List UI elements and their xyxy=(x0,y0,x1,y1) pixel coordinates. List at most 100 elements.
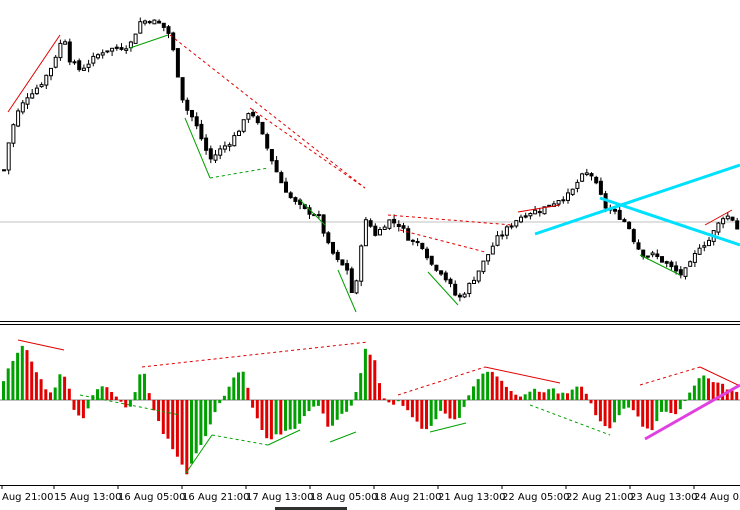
oscillator-bar xyxy=(359,373,363,400)
price-divergence-line[interactable] xyxy=(427,271,459,306)
trendline[interactable] xyxy=(534,163,740,236)
candle xyxy=(392,218,397,224)
oscillator-divergence-line[interactable] xyxy=(529,404,611,436)
oscillator-bar xyxy=(528,391,532,400)
price-divergence-line[interactable] xyxy=(209,167,269,179)
oscillator-divergence-line[interactable] xyxy=(699,366,739,386)
candle xyxy=(44,74,49,86)
price-divergence-line[interactable] xyxy=(387,214,513,226)
oscillator-bar xyxy=(6,368,10,400)
candle xyxy=(561,199,566,202)
price-divergence-line[interactable] xyxy=(399,229,486,253)
price-divergence-line[interactable] xyxy=(299,199,326,226)
oscillator-bar xyxy=(570,389,574,400)
candle xyxy=(669,261,674,268)
horizontal-scrollbar[interactable] xyxy=(275,507,347,510)
time-axis-label: 22 Aug 05:00 xyxy=(502,492,569,503)
price-divergence-line[interactable] xyxy=(517,204,561,213)
oscillator-bar xyxy=(617,400,621,416)
candle xyxy=(72,61,77,64)
candle xyxy=(645,255,650,258)
oscillator-bar xyxy=(434,400,438,420)
candle xyxy=(406,228,411,241)
oscillator-bar xyxy=(86,400,90,409)
oscillator-bar xyxy=(288,400,292,430)
oscillator-divergence-line[interactable] xyxy=(141,341,369,368)
oscillator-divergence-line[interactable] xyxy=(639,366,701,386)
time-axis: Aug 21:00 15 Aug 13:00 16 Aug 05:00 16 Aug … xyxy=(0,485,740,510)
candle xyxy=(218,148,223,156)
oscillator-trendline[interactable] xyxy=(644,383,740,441)
time-axis-label: 18 Aug 21:00 xyxy=(374,492,441,503)
price-divergence-line[interactable] xyxy=(129,34,169,49)
oscillator-bar xyxy=(439,400,443,411)
oscillator-divergence-line[interactable] xyxy=(185,434,213,474)
trendline[interactable] xyxy=(599,196,740,247)
candle xyxy=(190,110,194,118)
candle xyxy=(415,241,420,244)
oscillator-divergence-line[interactable] xyxy=(211,434,269,446)
time-axis-label: 22 Aug 21:00 xyxy=(566,492,633,503)
oscillator-bar xyxy=(683,400,687,401)
oscillator-bar xyxy=(472,386,475,400)
candle xyxy=(335,251,340,260)
oscillator-bar xyxy=(53,387,57,400)
oscillator-bar xyxy=(598,400,602,422)
price-divergence-line[interactable] xyxy=(337,269,357,313)
price-divergence-line[interactable] xyxy=(7,34,61,113)
price-divergence-line[interactable] xyxy=(169,34,366,189)
candle xyxy=(96,54,100,59)
oscillator-bar xyxy=(382,398,386,400)
candle xyxy=(81,67,86,71)
time-axis-label: Aug 21:00 xyxy=(2,492,54,503)
time-axis-label: 16 Aug 05:00 xyxy=(118,492,185,503)
oscillator-divergence-line[interactable] xyxy=(17,339,65,351)
oscillator-bar xyxy=(293,400,297,429)
oscillator-bar xyxy=(58,374,62,400)
candle xyxy=(589,173,594,177)
candle xyxy=(594,176,599,184)
price-divergence-line[interactable] xyxy=(639,254,681,276)
oscillator-bar xyxy=(622,400,626,409)
oscillator-divergence-line[interactable] xyxy=(429,422,467,433)
candle xyxy=(288,192,293,199)
oscillator-panel[interactable] xyxy=(0,325,740,485)
price-divergence-lines[interactable] xyxy=(7,34,740,313)
candle xyxy=(378,229,382,236)
price-divergence-line[interactable] xyxy=(704,209,733,226)
price-chart-panel[interactable] xyxy=(0,0,740,322)
oscillator-bar xyxy=(96,389,99,400)
candle xyxy=(269,149,274,162)
oscillator-bar xyxy=(335,400,339,420)
candle xyxy=(274,160,279,173)
oscillator-divergence-line[interactable] xyxy=(397,366,486,396)
oscillator-bar xyxy=(349,400,353,406)
candle xyxy=(100,52,105,56)
price-divergence-line[interactable] xyxy=(184,117,211,179)
oscillator-divergence-lines[interactable] xyxy=(17,339,740,474)
oscillator-divergence-line[interactable] xyxy=(329,431,357,443)
candle xyxy=(476,270,481,282)
candle xyxy=(584,172,589,175)
oscillator-divergence-line[interactable] xyxy=(267,429,301,446)
candle xyxy=(453,283,458,296)
oscillator-divergence-line[interactable] xyxy=(484,366,561,384)
time-axis-label: 16 Aug 21:00 xyxy=(182,492,249,503)
oscillator-bar xyxy=(547,389,551,400)
oscillator-divergence-line[interactable] xyxy=(79,394,181,416)
oscillator-bar xyxy=(30,361,34,400)
candle xyxy=(157,20,162,24)
oscillator-bar xyxy=(237,372,240,400)
candle xyxy=(222,145,227,150)
oscillator-bar xyxy=(702,375,706,400)
candle xyxy=(58,42,63,59)
candle xyxy=(293,197,298,202)
candle xyxy=(627,221,632,230)
price-divergence-line[interactable] xyxy=(249,107,366,189)
oscillator-bar xyxy=(645,400,649,429)
oscillator-bar xyxy=(664,400,668,412)
candle xyxy=(227,144,232,147)
candle xyxy=(246,113,251,120)
oscillator-bar xyxy=(105,387,109,400)
